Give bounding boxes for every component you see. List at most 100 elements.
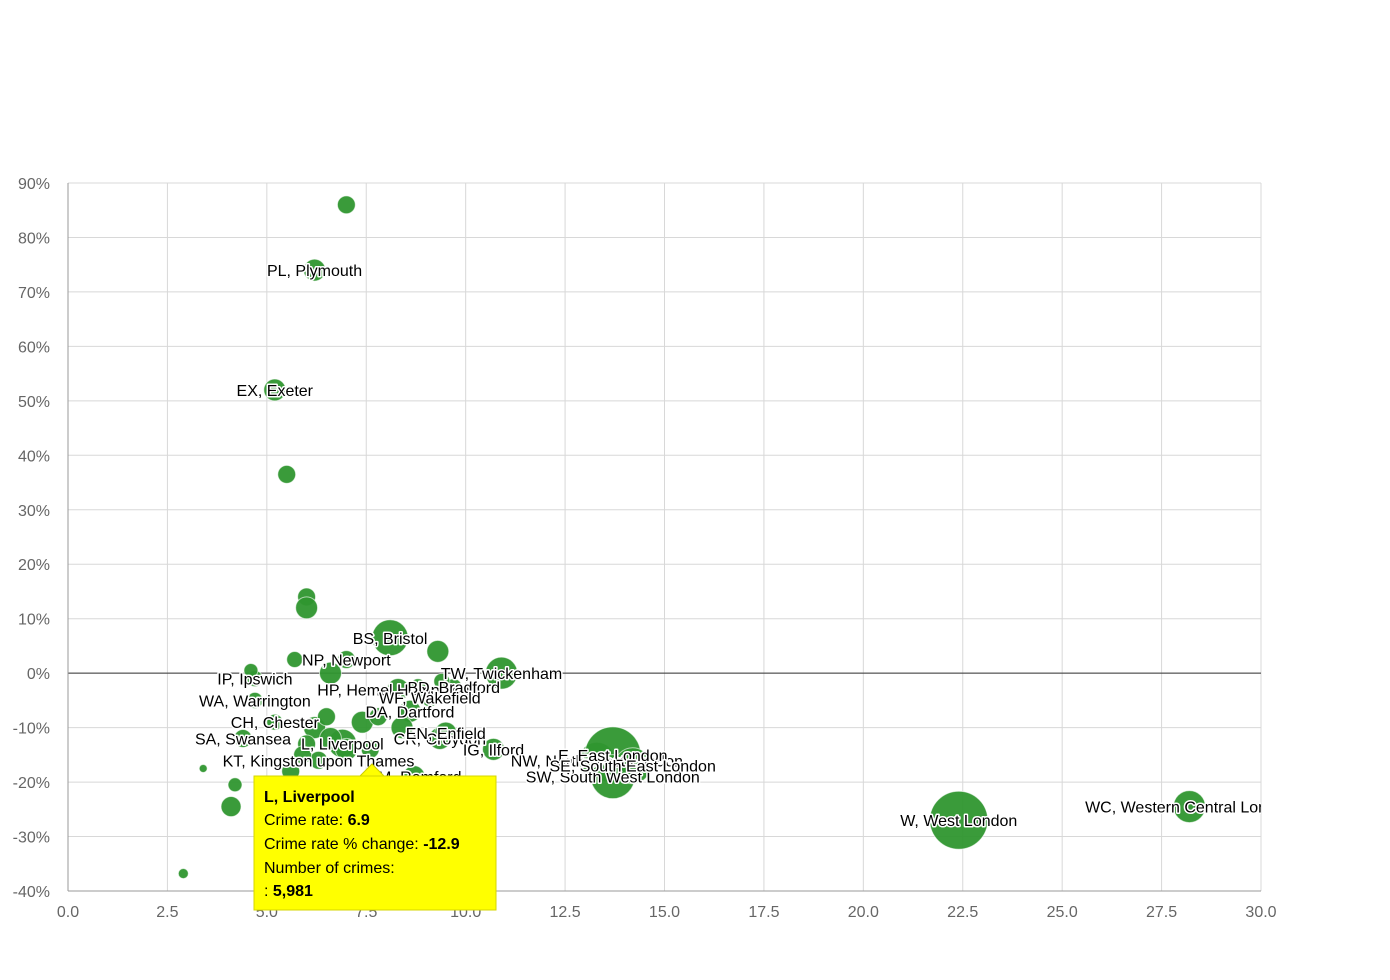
point-label: BS, Bristol <box>353 631 428 648</box>
x-tick-label: 22.5 <box>947 904 978 921</box>
tooltip-crimes-value: 5,981 <box>273 883 313 900</box>
point-label: HP, Hemel Hempstead <box>317 682 479 699</box>
bubble <box>336 195 356 215</box>
point-label: CR, Croydon <box>394 732 486 749</box>
bubble <box>409 678 427 696</box>
point-label: WA, Warrington <box>199 693 311 710</box>
x-tick-label: 12.5 <box>550 904 581 921</box>
y-tick-label: -10% <box>13 721 50 738</box>
point-label: SW, South West London <box>526 770 700 787</box>
tooltip-title: L, Liverpool <box>264 789 355 806</box>
bubble <box>360 739 380 759</box>
point-label: PL, Plymouth <box>267 263 362 280</box>
y-tick-label: 80% <box>18 230 50 247</box>
x-tick-label: 15.0 <box>649 904 680 921</box>
axes: -40% -30% -20% -10% 0% 10% 20% 30% 40% 50% 60% 70% 8… <box>13 176 1277 921</box>
bubble <box>220 796 242 818</box>
bubble <box>371 619 409 657</box>
tooltip-box <box>253 775 497 911</box>
bubble <box>386 678 410 701</box>
bubble <box>233 729 253 748</box>
bubble <box>420 688 440 708</box>
bubble <box>295 596 319 620</box>
tooltip-change-value: -12.9 <box>423 836 460 853</box>
point-label: E, East London <box>558 748 667 765</box>
tooltip-crimes-label: Number of crimes: <box>264 860 395 877</box>
x-tick-label: 27.5 <box>1146 904 1177 921</box>
bubble <box>277 464 297 484</box>
x-tick-label: 2.5 <box>156 904 178 921</box>
bubble <box>246 691 264 709</box>
point-label: WC, Western Central London <box>1085 800 1294 817</box>
tooltip-rate: Crime rate: 6.9 <box>264 812 370 829</box>
tooltip-change-label: Crime rate % change: <box>264 836 419 853</box>
y-tick-label: 40% <box>18 448 50 465</box>
point-label: EX, Exeter <box>237 383 314 400</box>
bubble <box>318 661 342 685</box>
bubble <box>426 639 450 663</box>
y-tick-label: 0% <box>27 666 50 683</box>
point-label: EN, Enfield <box>406 726 486 743</box>
bubble <box>177 868 189 880</box>
tooltip: L, Liverpool Crime rate: 6.9 Crime rate … <box>253 763 497 911</box>
y-tick-label: 20% <box>18 557 50 574</box>
point-label: DA, Dartford <box>366 704 455 721</box>
point-label: W, West London <box>900 813 1017 830</box>
y-tick-label: 90% <box>18 176 50 193</box>
point-label: KT, Kingston upon Thames <box>223 753 415 770</box>
grid <box>67 182 1262 892</box>
bubble <box>303 258 327 282</box>
bubble <box>317 707 336 727</box>
y-tick-label: -20% <box>13 775 50 792</box>
point-label: WF, Wakefield <box>379 691 481 708</box>
x-tick-label: 30.0 <box>1245 904 1276 921</box>
bubble <box>293 745 313 765</box>
point-label: NW, North West London <box>511 753 683 770</box>
bubble <box>484 656 518 690</box>
tooltip-rate-label: Crime rate: <box>264 812 343 829</box>
bubble <box>390 716 414 740</box>
x-tick-label: 25.0 <box>1047 904 1078 921</box>
y-tick-label: 70% <box>18 285 50 302</box>
tooltip-change: Crime rate % change: -12.9 <box>264 836 460 853</box>
point-label: CH, Chester <box>231 715 320 732</box>
y-tick-label: 50% <box>18 394 50 411</box>
y-tick-label: -40% <box>13 884 50 901</box>
point-label: SE, South East London <box>550 759 716 776</box>
bubble <box>614 747 652 785</box>
bubble <box>198 763 208 773</box>
x-tick-label: 17.5 <box>748 904 779 921</box>
tooltip-rate-value: 6.9 <box>348 812 370 829</box>
y-tick-label: -30% <box>13 830 50 847</box>
x-tick-label: 20.0 <box>848 904 879 921</box>
tooltip-crimes-prefix: : <box>264 883 268 900</box>
point-label: SA, Swansea <box>195 732 291 749</box>
bubble <box>266 713 284 731</box>
bubble <box>434 721 458 745</box>
bubble <box>263 378 287 402</box>
bubble <box>433 672 451 690</box>
point-label: TW, Twickenham <box>441 666 563 683</box>
bubble <box>368 707 388 727</box>
bubble <box>286 651 304 669</box>
y-tick-label: 30% <box>18 503 50 520</box>
bubble <box>227 777 243 793</box>
point-label: BD, Bradford <box>407 680 499 697</box>
bubble <box>243 662 259 678</box>
y-tick-label: 10% <box>18 612 50 629</box>
bubble <box>929 790 989 850</box>
bubble <box>482 737 505 761</box>
tooltip-crimes: : 5,981 <box>264 883 313 900</box>
point-label: L, Liverpool <box>301 736 384 753</box>
bubble <box>336 650 356 670</box>
point-labels: PL, Plymouth EX, Exeter BS, Bristol NP, New… <box>193 262 1294 832</box>
bubble <box>334 737 358 761</box>
point-label: IP, Ipswich <box>217 672 292 689</box>
bubble <box>318 727 342 750</box>
point-label: IG, Ilford <box>463 742 524 759</box>
bubbles <box>177 195 1206 880</box>
point-label: NP, Newport <box>302 653 391 670</box>
y-tick-label: 60% <box>18 339 50 356</box>
